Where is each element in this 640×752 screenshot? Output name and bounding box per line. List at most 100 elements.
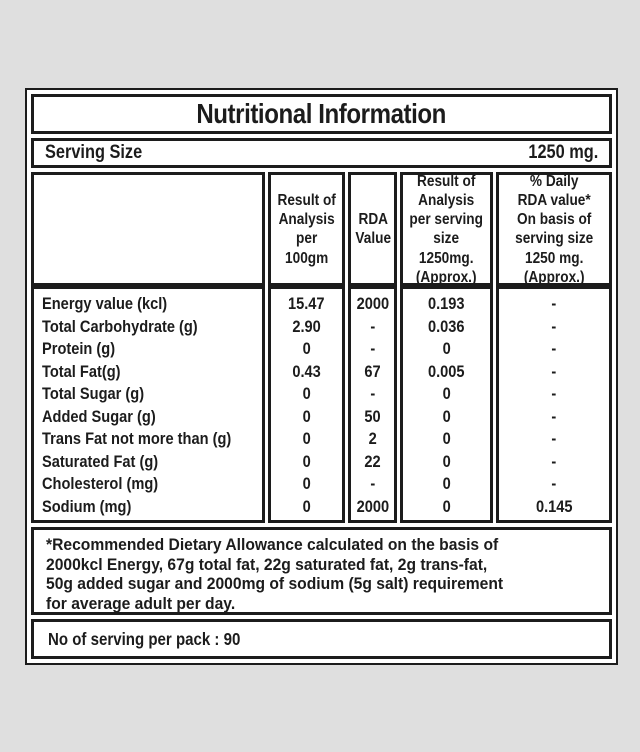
analysis-100g-text: 0 [302,406,311,426]
analysis-serving-text: 0 [442,429,451,449]
nutrient-name: Total Carbohydrate (g) [34,316,262,339]
analysis-100g-value: 0 [271,383,342,406]
daily-rda-text: - [551,294,557,314]
nutrient-name-text: Cholesterol (mg) [42,474,159,494]
analysis-100g-value: 15.47 [271,293,342,316]
rda-value: 2 [351,428,394,451]
analysis-serving-text: 0 [442,339,451,359]
rda-text: - [370,474,376,494]
header-blank [31,172,266,287]
nutrient-name-text: Saturated Fat (g) [42,451,159,471]
rda-value: - [351,316,394,339]
nutrient-name-column: Energy value (kcl) Total Carbohydrate (g… [31,286,266,524]
analysis-serving-text: 0 [442,406,451,426]
analysis-100g-text: 0 [302,474,311,494]
rda-value: 2000 [351,496,394,519]
daily-rda-text: - [551,406,557,426]
rda-text: - [370,339,376,359]
analysis-serving-text: 0 [442,496,451,516]
label-title-text: Nutritional Information [196,97,447,129]
nutrient-name-text: Total Fat(g) [42,361,121,381]
rda-value: - [351,338,394,361]
daily-rda-value: - [499,338,609,361]
analysis-100g-value: 2.90 [271,316,342,339]
analysis-100g-text: 0 [302,384,311,404]
rda-value: - [351,383,394,406]
nutrient-name: Total Sugar (g) [34,383,262,406]
analysis-100g-text: 15.47 [288,294,325,314]
nutrient-name: Protein (g) [34,338,262,361]
nutrient-name-text: Trans Fat not more than (g) [42,429,232,449]
rda-text: 2000 [356,496,390,516]
analysis-serving-text: 0 [442,384,451,404]
analysis-100g-text: 0 [302,496,311,516]
nutrient-name: Saturated Fat (g) [34,451,262,474]
analysis-100g-column: 15.47 2.90 0 0.43 0 0 0 0 0 0 [268,286,346,524]
header-analysis-serving-text: Result of Analysis per serving size 1250… [409,172,484,286]
analysis-100g-text: 0 [302,451,311,471]
header-rda-value-text: RDA Value [354,211,391,248]
daily-rda-value: - [499,406,609,429]
nutrient-name: Cholesterol (mg) [34,473,262,496]
nutrient-name: Energy value (kcl) [34,293,262,316]
analysis-serving-text: 0.005 [428,361,465,381]
daily-rda-value: - [499,293,609,316]
daily-rda-column: - - - - - - - - - 0.145 [495,286,612,524]
nutrient-name-text: Sodium (mg) [42,496,132,516]
analysis-serving-value: 0 [403,496,489,519]
analysis-100g-value: 0 [271,451,342,474]
servings-per-pack-row: No of serving per pack : 90 [31,619,612,660]
analysis-serving-column: 0.193 0.036 0 0.005 0 0 0 0 0 0 [400,286,493,524]
rda-footnote-text: *Recommended Dietary Allowance calculate… [46,535,504,613]
header-daily-rda: % Daily RDA value* On basis of serving s… [495,172,612,287]
analysis-serving-value: 0 [403,383,489,406]
analysis-serving-value: 0 [403,473,489,496]
daily-rda-value: 0.145 [499,496,609,519]
analysis-serving-value: 0 [403,428,489,451]
nutrition-label: Nutritional Information Serving Size 125… [25,88,618,665]
nutrient-name: Trans Fat not more than (g) [34,428,262,451]
rda-text: 2000 [356,294,390,314]
daily-rda-text: - [551,316,557,336]
daily-rda-text: - [551,474,557,494]
rda-text: 22 [364,451,381,471]
nutrient-name: Added Sugar (g) [34,406,262,429]
rda-value: 50 [351,406,394,429]
daily-rda-value: - [499,428,609,451]
nutrient-name-text: Energy value (kcl) [42,294,168,314]
daily-rda-value: - [499,473,609,496]
nutrient-name: Sodium (mg) [34,496,262,519]
header-rda-value: RDA Value [348,172,398,287]
analysis-100g-text: 0.43 [292,361,321,381]
daily-rda-text: - [551,339,557,359]
nutrient-name-text: Protein (g) [42,339,116,359]
serving-size-value: 1250 mg. [528,142,598,163]
analysis-serving-value: 0 [403,451,489,474]
nutrient-name-text: Total Sugar (g) [42,384,145,404]
nutrient-name: Total Fat(g) [34,361,262,384]
analysis-serving-text: 0 [442,474,451,494]
analysis-serving-value: 0 [403,406,489,429]
daily-rda-text: 0.145 [535,496,573,516]
rda-text: 50 [364,406,381,426]
rda-value: 2000 [351,293,394,316]
analysis-serving-value: 0.005 [403,361,489,384]
analysis-serving-text: 0.193 [428,294,465,314]
daily-rda-value: - [499,361,609,384]
rda-value: 22 [351,451,394,474]
analysis-100g-value: 0.43 [271,361,342,384]
analysis-serving-text: 0 [442,451,451,471]
serving-size-row: Serving Size 1250 mg. [31,137,612,169]
rda-text: 2 [368,429,377,449]
analysis-serving-value: 0.193 [403,293,489,316]
rda-text: 67 [364,361,381,381]
daily-rda-text: - [551,429,557,449]
analysis-100g-text: 2.90 [292,316,321,336]
analysis-serving-value: 0.036 [403,316,489,339]
rda-text: - [370,384,376,404]
analysis-100g-text: 0 [302,429,311,449]
servings-per-pack-text: No of serving per pack : 90 [48,628,241,649]
header-analysis-serving: Result of Analysis per serving size 1250… [400,172,493,287]
nutrition-table: Result of Analysis per 100gm RDA Value R… [31,172,612,524]
